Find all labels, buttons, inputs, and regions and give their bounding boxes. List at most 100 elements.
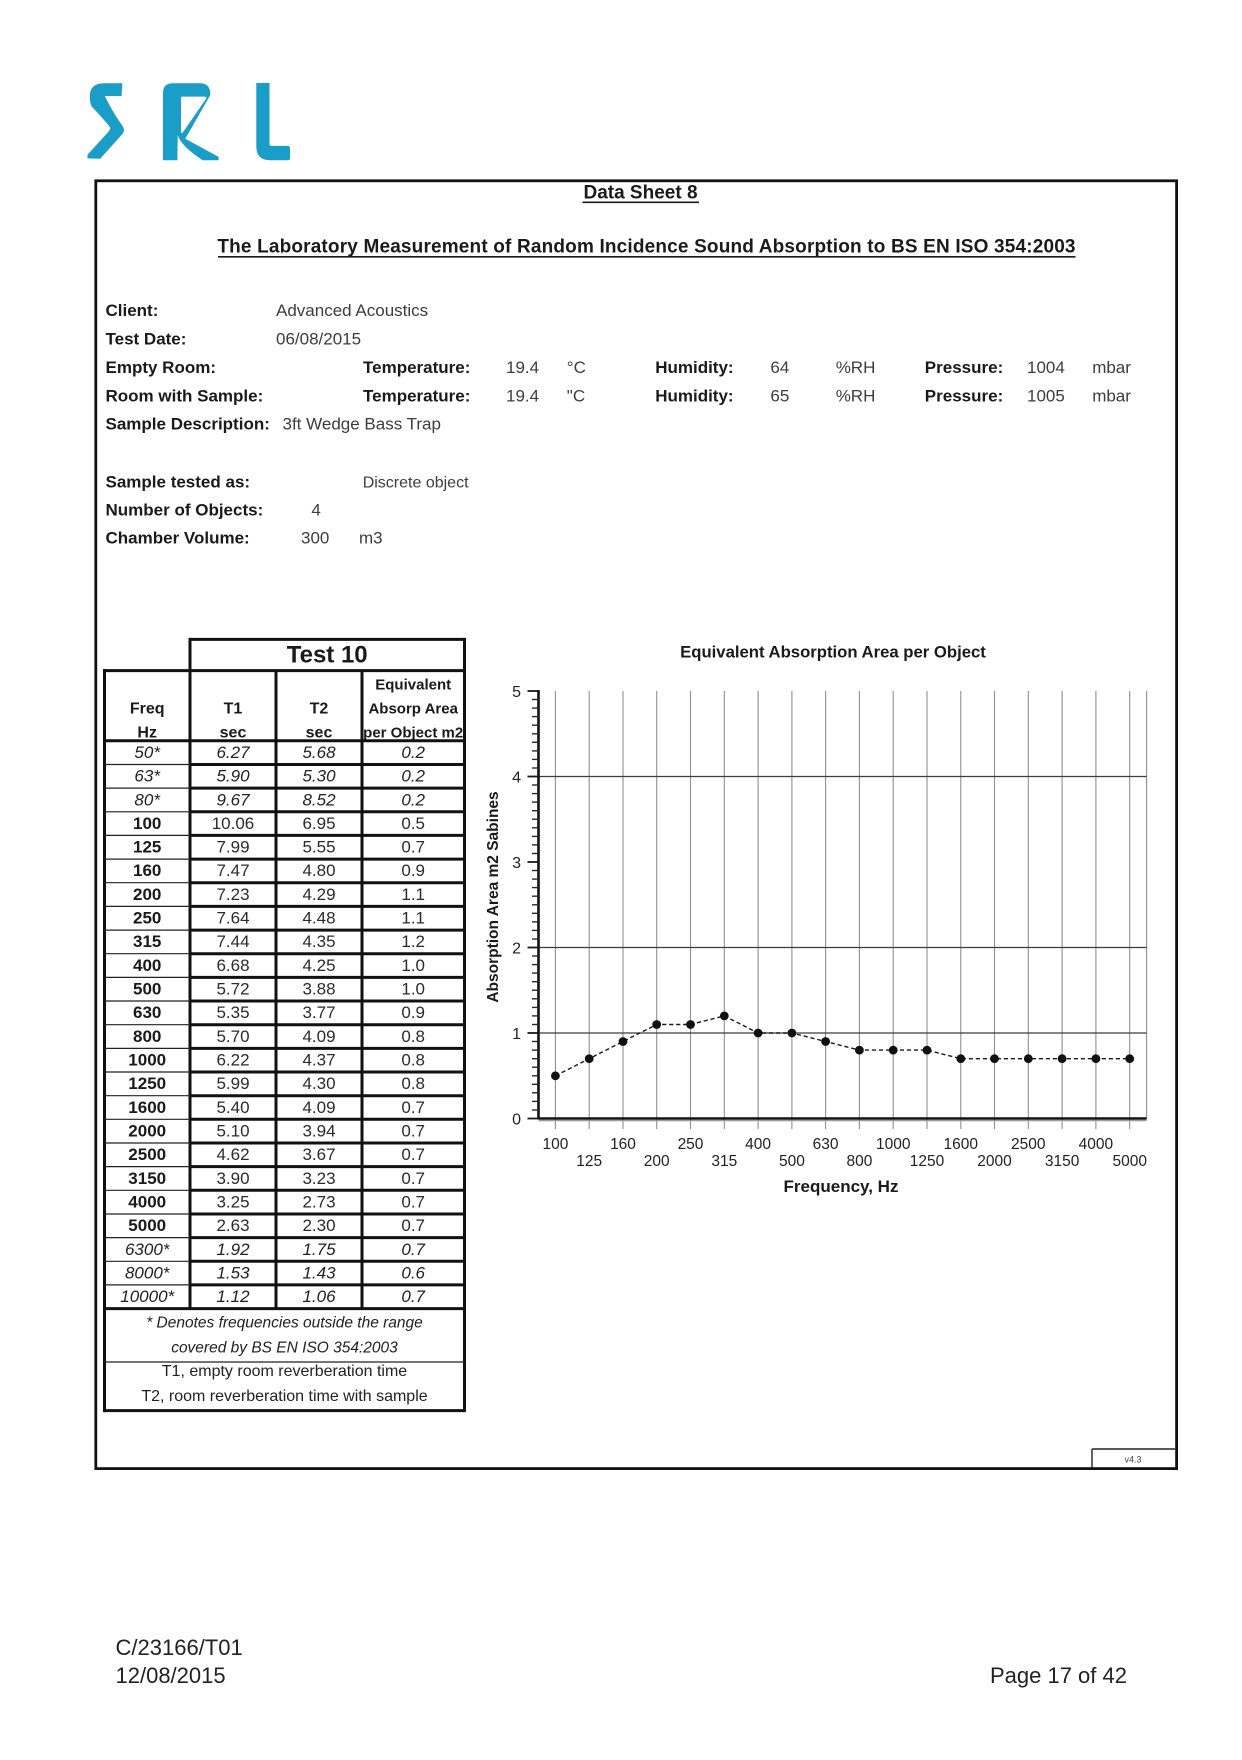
svg-text:4.25: 4.25 — [302, 956, 335, 975]
svg-text:3.67: 3.67 — [302, 1145, 335, 1164]
svg-text:Data Sheet 8: Data Sheet 8 — [583, 182, 697, 203]
svg-text:1.06: 1.06 — [302, 1287, 336, 1306]
svg-text:5.40: 5.40 — [216, 1098, 249, 1117]
svg-text:Sample Description:: Sample Description: — [106, 415, 270, 434]
svg-text:0.7: 0.7 — [401, 838, 425, 857]
svg-text:9.67: 9.67 — [216, 790, 250, 809]
svg-text:mbar: mbar — [1092, 358, 1131, 377]
svg-text:0.5: 0.5 — [401, 814, 425, 833]
svg-text:Room with Sample:: Room with Sample: — [106, 386, 264, 405]
svg-text:160: 160 — [133, 861, 161, 880]
svg-text:19.4: 19.4 — [506, 386, 539, 405]
svg-text:covered by BS EN ISO 354:2003: covered by BS EN ISO 354:2003 — [171, 1340, 398, 1357]
svg-text:Temperature:: Temperature: — [363, 386, 470, 405]
svg-text:3.23: 3.23 — [302, 1169, 335, 1188]
svg-text:4: 4 — [311, 501, 320, 520]
svg-text:3ft Wedge Bass Trap: 3ft Wedge Bass Trap — [283, 415, 441, 434]
svg-text:500: 500 — [133, 980, 161, 999]
svg-text:4: 4 — [512, 770, 521, 787]
svg-text:0.7: 0.7 — [401, 1287, 425, 1306]
svg-text:0.9: 0.9 — [401, 1003, 425, 1022]
svg-text:4.37: 4.37 — [302, 1051, 335, 1070]
svg-text:Temperature:: Temperature: — [363, 358, 470, 377]
svg-text:800: 800 — [133, 1027, 161, 1046]
svg-text:1.75: 1.75 — [302, 1240, 336, 1259]
svg-text:125: 125 — [133, 838, 161, 857]
svg-text:Test Date:: Test Date: — [106, 330, 187, 349]
svg-text:v4.3: v4.3 — [1124, 1455, 1141, 1465]
svg-text:2: 2 — [512, 941, 521, 958]
svg-text:Equivalent: Equivalent — [375, 677, 451, 694]
svg-text:Frequency, Hz: Frequency, Hz — [784, 1177, 899, 1196]
svg-text:0.2: 0.2 — [401, 767, 425, 786]
svg-text:sec: sec — [220, 724, 247, 741]
svg-text:Hz: Hz — [137, 724, 157, 741]
svg-text:Pressure:: Pressure: — [925, 386, 1003, 405]
svg-text:T2: T2 — [310, 701, 329, 718]
svg-text:315: 315 — [711, 1153, 737, 1170]
svg-text:2.30: 2.30 — [302, 1216, 335, 1235]
svg-text:5000: 5000 — [128, 1216, 166, 1235]
svg-text:10.06: 10.06 — [212, 814, 255, 833]
svg-text:4.80: 4.80 — [302, 861, 335, 880]
svg-text:T1: T1 — [224, 701, 243, 718]
svg-text:Pressure:: Pressure: — [925, 358, 1003, 377]
svg-text:Page 17 of 42: Page 17 of 42 — [990, 1663, 1127, 1688]
svg-text:100: 100 — [133, 814, 161, 833]
svg-text:4.29: 4.29 — [302, 885, 335, 904]
svg-text:5.55: 5.55 — [302, 838, 335, 857]
svg-text:1.1: 1.1 — [401, 885, 425, 904]
svg-text:200: 200 — [644, 1153, 670, 1170]
svg-text:2500: 2500 — [128, 1145, 166, 1164]
svg-text:0.7: 0.7 — [401, 1169, 425, 1188]
svg-text:0.7: 0.7 — [401, 1145, 425, 1164]
svg-text:12/08/2015: 12/08/2015 — [116, 1663, 226, 1688]
svg-text:4.35: 4.35 — [302, 932, 335, 951]
svg-text:3.90: 3.90 — [216, 1169, 249, 1188]
svg-text:0.7: 0.7 — [401, 1193, 425, 1212]
svg-text:1250: 1250 — [128, 1074, 166, 1093]
svg-text:630: 630 — [813, 1136, 839, 1153]
svg-text:400: 400 — [745, 1136, 771, 1153]
svg-text:7.23: 7.23 — [216, 885, 249, 904]
svg-text:1.1: 1.1 — [401, 909, 425, 928]
svg-text:Discrete object: Discrete object — [363, 475, 469, 492]
svg-text:8.52: 8.52 — [302, 790, 336, 809]
svg-text:3: 3 — [512, 855, 521, 872]
svg-text:Test 10: Test 10 — [287, 642, 368, 669]
svg-text:6.22: 6.22 — [216, 1051, 249, 1070]
svg-text:1004: 1004 — [1027, 358, 1065, 377]
svg-text:2.63: 2.63 — [216, 1216, 249, 1235]
svg-text:1600: 1600 — [128, 1098, 166, 1117]
svg-text:0.7: 0.7 — [401, 1216, 425, 1235]
svg-text:Freq: Freq — [130, 701, 165, 718]
svg-text:4.48: 4.48 — [302, 909, 335, 928]
svg-text:3150: 3150 — [128, 1169, 166, 1188]
svg-text:0.9: 0.9 — [401, 861, 425, 880]
svg-text:Number of Objects:: Number of Objects: — [106, 501, 264, 520]
svg-text:"C: "C — [567, 386, 585, 405]
svg-text:Sample tested as:: Sample tested as: — [106, 473, 251, 492]
svg-text:50*: 50* — [134, 743, 161, 762]
svg-text:T1, empty room reverberation t: T1, empty room reverberation time — [162, 1363, 408, 1380]
svg-text:250: 250 — [133, 909, 161, 928]
svg-text:06/08/2015: 06/08/2015 — [276, 330, 361, 349]
svg-text:5000: 5000 — [1112, 1153, 1147, 1170]
svg-text:1: 1 — [512, 1026, 521, 1043]
svg-text:63*: 63* — [134, 767, 161, 786]
svg-text:1.2: 1.2 — [401, 932, 425, 951]
svg-text:200: 200 — [133, 885, 161, 904]
svg-text:mbar: mbar — [1092, 386, 1131, 405]
svg-text:160: 160 — [610, 1136, 636, 1153]
svg-text:Equivalent Absorption Area per: Equivalent Absorption Area per Object — [680, 643, 986, 662]
svg-text:7.47: 7.47 — [216, 861, 249, 880]
svg-text:315: 315 — [133, 932, 161, 951]
svg-text:1000: 1000 — [128, 1051, 166, 1070]
svg-text:8000*: 8000* — [125, 1263, 171, 1282]
svg-text:0.7: 0.7 — [401, 1098, 425, 1117]
svg-text:6.68: 6.68 — [216, 956, 249, 975]
svg-text:630: 630 — [133, 1003, 161, 1022]
svg-text:7.44: 7.44 — [216, 932, 249, 951]
svg-text:250: 250 — [678, 1136, 704, 1153]
svg-text:%RH: %RH — [836, 386, 876, 405]
